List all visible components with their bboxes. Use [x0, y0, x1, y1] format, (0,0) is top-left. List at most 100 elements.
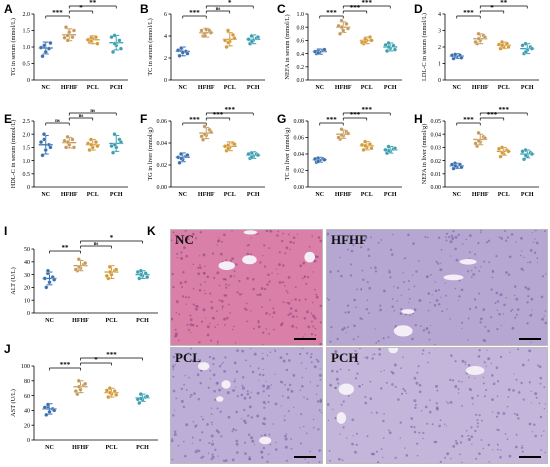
nucleus-dot: [520, 267, 524, 271]
nucleus-dot: [313, 365, 317, 369]
nucleus-dot: [346, 304, 350, 307]
nucleus-dot: [171, 365, 175, 368]
nucleus-dot: [394, 385, 397, 388]
nucleus-dot: [511, 326, 515, 330]
nucleus-dot: [246, 244, 249, 247]
nucleus-dot: [421, 352, 424, 355]
nucleus-dot: [403, 257, 405, 260]
nucleus-dot: [234, 378, 236, 380]
nucleus-dot: [200, 370, 203, 372]
nucleus-dot: [433, 304, 437, 307]
data-point: [112, 41, 117, 46]
x-tick-label: NC: [452, 192, 461, 198]
data-point: [482, 136, 487, 141]
nucleus-dot: [467, 435, 470, 437]
nucleus-dot: [417, 365, 420, 368]
data-point: [316, 159, 321, 164]
nucleus-dot: [414, 406, 417, 409]
nucleus-dot: [531, 231, 533, 234]
nucleus-dot: [487, 357, 491, 361]
nucleus-dot: [510, 233, 514, 236]
nucleus-dot: [196, 449, 198, 451]
nucleus-dot: [541, 317, 545, 321]
nucleus-dot: [277, 273, 279, 275]
data-point: [114, 267, 119, 272]
nucleus-dot: [478, 414, 481, 417]
nucleus-dot: [262, 446, 266, 450]
significance-label: ns: [90, 109, 95, 114]
nucleus-dot: [330, 326, 333, 329]
nucleus-dot: [187, 352, 190, 354]
nucleus-dot: [179, 281, 183, 285]
nucleus-dot: [271, 272, 273, 274]
nucleus-dot: [236, 395, 239, 398]
nucleus-dot: [182, 295, 185, 298]
panel-b-svg: 0 2 4 6 TC in serum (mmol/L) NC HFHF PCL PCH *** n…: [147, 0, 265, 91]
nucleus-dot: [186, 237, 190, 240]
data-point: [476, 36, 481, 41]
nucleus-dot: [431, 294, 433, 296]
nucleus-dot: [210, 458, 213, 461]
y-axis-label: TC in serum (mmol/L): [147, 18, 154, 76]
nucleus-dot: [488, 261, 490, 264]
nucleus-dot: [339, 433, 341, 435]
nucleus-dot: [292, 374, 296, 377]
nucleus-dot: [450, 255, 452, 257]
nucleus-dot: [399, 312, 403, 315]
nucleus-dot: [511, 308, 514, 311]
nucleus-dot: [507, 396, 510, 398]
nucleus-dot: [183, 246, 186, 249]
histology-image-pcl: PCL: [170, 347, 323, 464]
nucleus-dot: [214, 448, 217, 451]
nucleus-dot: [359, 317, 362, 320]
nucleus-dot: [257, 367, 260, 370]
nucleus-dot: [180, 251, 183, 254]
nucleus-dot: [249, 365, 252, 367]
nucleus-dot: [266, 460, 269, 463]
nucleus-dot: [377, 340, 380, 343]
nucleus-dot: [303, 317, 307, 320]
nucleus-dot: [521, 363, 525, 367]
nucleus-dot: [238, 293, 241, 296]
nucleus-dot: [224, 324, 226, 326]
nucleus-dot: [172, 414, 175, 417]
nucleus-dot: [342, 426, 345, 429]
nucleus-dot: [449, 318, 451, 320]
nucleus-dot: [295, 326, 298, 329]
nucleus-dot: [351, 418, 355, 422]
nucleus-dot: [415, 381, 419, 385]
nucleus-dot: [271, 316, 274, 318]
nucleus-dot: [374, 270, 378, 273]
nucleus-dot: [243, 419, 246, 423]
nucleus-dot: [227, 303, 230, 306]
nucleus-dot: [413, 285, 416, 288]
nucleus-dot: [475, 457, 478, 460]
nucleus-dot: [327, 232, 330, 236]
nucleus-dot: [444, 456, 447, 459]
nucleus-dot: [197, 266, 200, 269]
nucleus-dot: [313, 259, 317, 263]
y-axis-label: NEFA in serum (mmol/L): [284, 14, 291, 79]
nucleus-dot: [180, 387, 184, 391]
nucleus-dot: [545, 273, 547, 275]
nucleus-dot: [464, 361, 467, 364]
vessel-lumen: [336, 412, 347, 424]
y-axis-label: TG in serum (mmol/L): [10, 18, 17, 76]
nucleus-dot: [233, 361, 237, 365]
nucleus-dot: [454, 287, 457, 290]
nucleus-dot: [204, 281, 207, 283]
y-tick-label: 0.6: [297, 39, 305, 45]
panel-c: 0.0 0.2 0.4 0.6 0.8 1.0 NEFA in serum (mmol/L)…: [274, 0, 409, 100]
nucleus-dot: [459, 441, 463, 444]
tissue-texture: [327, 348, 546, 463]
data-point: [52, 277, 57, 282]
y-axis-label: LDL-C in serum (mmol/L): [421, 13, 428, 81]
data-point: [89, 137, 94, 142]
nucleus-dot: [308, 245, 311, 248]
nucleus-dot: [347, 395, 350, 397]
nucleus-dot: [289, 307, 293, 310]
nucleus-dot: [174, 335, 176, 338]
nucleus-dot: [217, 455, 219, 457]
nucleus-dot: [257, 320, 260, 322]
nucleus-dot: [197, 272, 200, 276]
